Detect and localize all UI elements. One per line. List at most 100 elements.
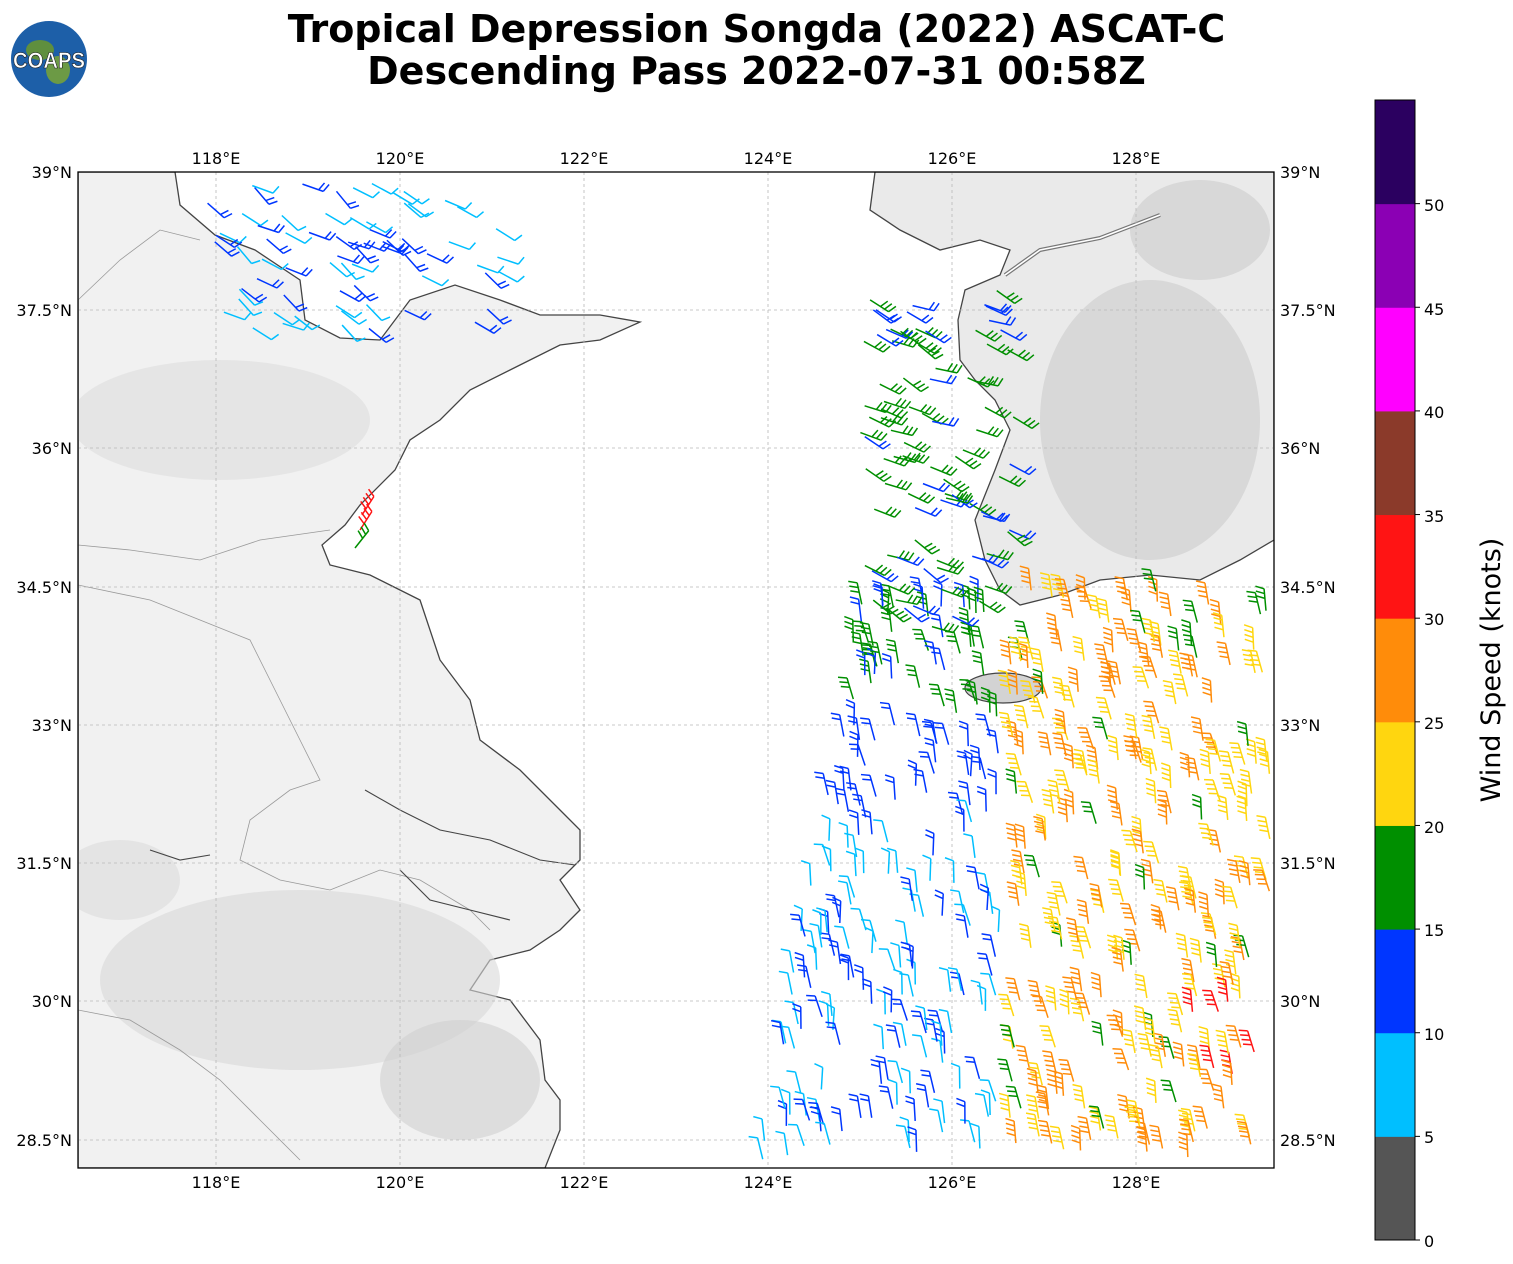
wind-barb [404, 254, 429, 272]
wind-barb [281, 214, 307, 232]
wind-barb [912, 1034, 928, 1058]
wind-barb [878, 948, 896, 971]
wind-barb [868, 415, 897, 428]
wind-barb [256, 277, 284, 289]
wind-barb [964, 1055, 981, 1080]
wind-barb [1160, 1079, 1177, 1103]
wind-barb [1107, 734, 1119, 761]
wind-barb [1157, 798, 1168, 825]
wind-barb [936, 563, 965, 575]
wind-barb [1047, 779, 1061, 804]
wind-barb [869, 299, 897, 313]
wind-barb [1051, 881, 1068, 904]
wind-barb [844, 832, 858, 858]
wind-barb [252, 184, 280, 194]
wind-barb [337, 254, 365, 265]
wind-barb [1212, 1083, 1225, 1109]
wind-barb [1036, 1084, 1050, 1110]
wind-barb [241, 212, 269, 227]
wind-barb [448, 241, 476, 251]
wind-barb [1162, 680, 1177, 705]
wind-barb [976, 376, 1004, 387]
lon-tick-label: 118°E [192, 1173, 241, 1192]
colorbar-segment [1375, 1032, 1415, 1137]
wind-barb [1149, 1124, 1164, 1149]
wind-barb [1150, 903, 1162, 930]
wind-barb [886, 847, 899, 873]
wind-barb [914, 539, 941, 555]
lat-tick-label: 30°N [32, 992, 72, 1011]
wind-barb [848, 580, 863, 605]
wind-barb [1239, 768, 1253, 794]
wind-barb [915, 341, 942, 354]
wind-barb [302, 182, 330, 193]
wind-barb [1129, 735, 1144, 760]
wind-barb [1030, 647, 1044, 672]
wind-barb [887, 1059, 904, 1084]
wind-barb [1026, 1094, 1040, 1119]
wind-barb [925, 330, 952, 344]
wind-barb [497, 270, 525, 283]
wind-barb [1074, 925, 1092, 949]
wind-barb [986, 549, 1014, 561]
wind-barb [347, 239, 376, 250]
wind-barb [1165, 886, 1180, 911]
wind-barb [1186, 1044, 1201, 1069]
wind-barb [444, 199, 473, 210]
wind-barb [908, 403, 937, 416]
wind-barb [815, 1121, 831, 1145]
wind-barb [864, 926, 874, 954]
wind-barb [1059, 594, 1074, 619]
wind-barb [1123, 735, 1137, 760]
wind-barb [854, 847, 865, 874]
wind-barb [921, 720, 938, 744]
wind-barb [1224, 949, 1237, 975]
wind-barb [1238, 860, 1251, 886]
wind-barb [1141, 568, 1157, 592]
wind-barb [999, 639, 1012, 665]
wind-barb [852, 793, 867, 818]
wind-barb [1092, 716, 1109, 740]
wind-barb [861, 809, 873, 835]
wind-barb [976, 984, 987, 1011]
wind-barb [1007, 668, 1018, 695]
wind-barb [923, 568, 949, 584]
wind-barb [918, 751, 935, 774]
wind-barb [778, 970, 793, 995]
wind-barb [794, 951, 806, 978]
wind-barb [1191, 793, 1203, 820]
wind-barb [875, 309, 902, 323]
wind-barb [1172, 1041, 1185, 1067]
wind-barb [1119, 902, 1137, 926]
wind-barb [899, 972, 914, 997]
wind-barb [223, 311, 252, 321]
wind-barb [997, 669, 1011, 694]
wind-barb [1187, 1052, 1202, 1078]
wind-barb [341, 324, 366, 343]
wind-barb [1112, 617, 1129, 641]
wind-barb [1057, 796, 1068, 823]
wind-barb [999, 1024, 1015, 1048]
wind-barb [849, 596, 863, 622]
wind-barb [848, 1093, 862, 1118]
wind-barb [1143, 840, 1160, 864]
wind-barb [1070, 1124, 1082, 1151]
lat-tick-label: 33°N [1280, 716, 1320, 735]
wind-barb [965, 865, 980, 890]
colorbar-segment [1375, 514, 1415, 619]
lat-tick-label: 36°N [32, 439, 72, 458]
wind-barb [283, 294, 308, 312]
wind-barb [813, 843, 831, 866]
wind-barb [273, 311, 301, 326]
wind-barb [955, 913, 969, 938]
wind-barb [1013, 728, 1024, 755]
wind-barb [1230, 972, 1241, 999]
wind-barb [979, 1079, 997, 1102]
colorbar-segment [1375, 721, 1415, 826]
wind-barb [421, 275, 450, 287]
wind-barb [1120, 939, 1132, 965]
wind-barb [970, 1122, 981, 1149]
wind-barb [1054, 577, 1071, 602]
wind-barb [878, 1085, 894, 1109]
lon-tick-label: 126°E [928, 149, 977, 168]
